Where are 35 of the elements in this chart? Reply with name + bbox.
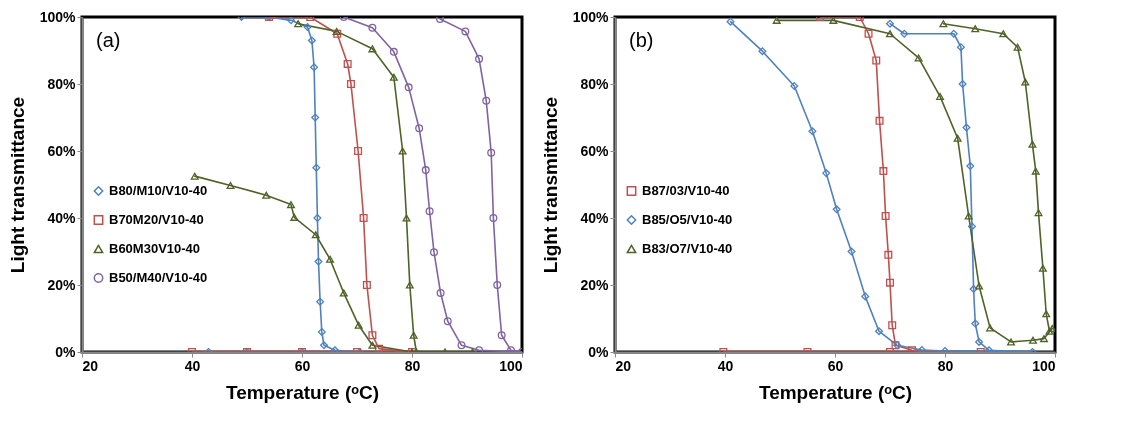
legend-label: B70M20/V10-40 (109, 212, 204, 227)
x-tick-label: 100 (1032, 357, 1056, 374)
y-tick-label: 40% (580, 209, 610, 226)
x-tick-label: 20 (82, 357, 99, 374)
y-tick-label: 0% (55, 343, 77, 360)
y-tick-label: 40% (47, 209, 77, 226)
y-tick-label: 80% (47, 75, 77, 92)
y-tick-label: 20% (47, 276, 77, 293)
y-axis-title: Light transmittance (539, 96, 561, 274)
y-tick-label: 100% (39, 8, 77, 25)
y-tick-label: 100% (572, 8, 610, 25)
x-tick-label: 80 (404, 357, 421, 374)
y-axis-title: Light transmittance (6, 96, 28, 274)
x-tick-label: 80 (937, 357, 954, 374)
y-tick-label: 60% (47, 142, 77, 159)
annotation: (b) (629, 29, 654, 51)
y-tick-label: 0% (588, 343, 610, 360)
legend-label: B87/03/V10-40 (642, 183, 730, 198)
x-tick-label: 60 (294, 357, 311, 374)
x-axis-title: Temperature (ᵒC) (225, 381, 380, 403)
x-tick-label: 40 (717, 357, 734, 374)
legend-label: B50/M40/V10-40 (109, 270, 208, 285)
legend-label: B80/M10/V10-40 (109, 183, 208, 198)
annotation: (a) (96, 29, 121, 51)
x-tick-label: 40 (184, 357, 201, 374)
legend-label: B60M30V10-40 (109, 241, 201, 256)
x-axis-title: Temperature (ᵒC) (758, 381, 913, 403)
y-tick-label: 20% (580, 276, 610, 293)
y-tick-label: 80% (580, 75, 610, 92)
legend-label: B83/O7/V10-40 (642, 241, 733, 256)
x-tick-label: 20 (615, 357, 632, 374)
x-tick-label: 100 (499, 357, 523, 374)
x-tick-label: 60 (827, 357, 844, 374)
y-tick-label: 60% (580, 142, 610, 159)
legend-label: B85/O5/V10-40 (642, 212, 733, 227)
